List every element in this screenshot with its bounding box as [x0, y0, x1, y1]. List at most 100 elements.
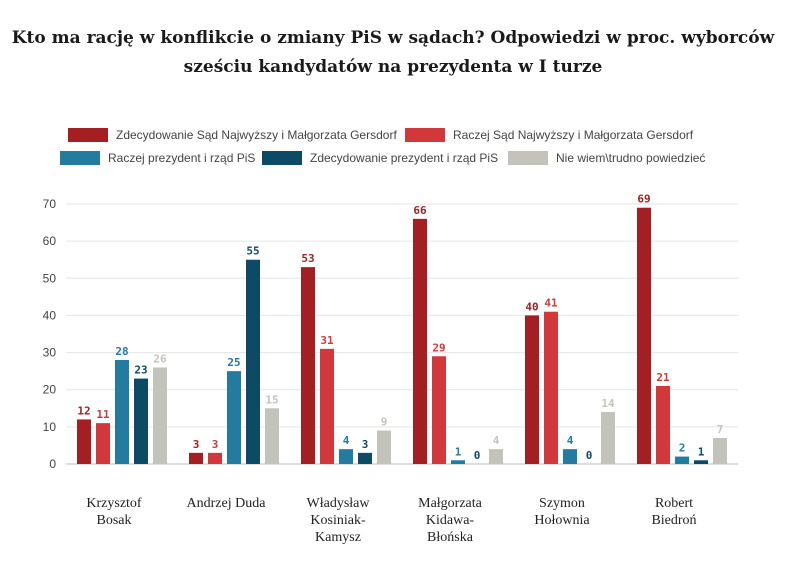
legend-label: Raczej prezydent i rząd PiS	[108, 151, 255, 165]
category-label: Szymon Hołownia	[534, 496, 590, 528]
y-tick-label: 0	[49, 457, 56, 471]
data-label: 1	[698, 445, 705, 458]
category-label: Krzysztof Bosak	[86, 496, 142, 528]
legend-swatch	[68, 128, 108, 142]
data-label: 4	[567, 434, 574, 447]
legend-label: Zdecydowanie prezydent i rząd PiS	[310, 151, 498, 165]
category-label-line: Kamysz	[315, 530, 361, 545]
gridlines	[66, 203, 738, 465]
data-label: 11	[96, 408, 110, 421]
category-label-line: Małgorzata	[418, 496, 483, 511]
data-label: 66	[413, 204, 427, 217]
data-label: 3	[212, 438, 219, 451]
data-label: 4	[343, 434, 350, 447]
bar	[432, 356, 446, 464]
bar	[339, 449, 353, 464]
chart-title-line-2: sześciu kandydatów na prezydenta w I tur…	[183, 57, 603, 77]
bar	[601, 412, 615, 464]
bar	[265, 408, 279, 464]
chart-title-line-1: Kto ma rację w konflikcie o zmiany PiS w…	[11, 28, 775, 48]
y-tick-label: 60	[43, 234, 57, 248]
bar	[246, 259, 260, 464]
data-label: 26	[153, 352, 167, 365]
bar	[675, 456, 689, 464]
bar	[377, 430, 391, 464]
chart-title: Kto ma rację w konflikcie o zmiany PiS w…	[0, 24, 786, 82]
bar	[694, 460, 708, 464]
category-label: Małgorzata Kidawa- Błońska	[418, 496, 483, 545]
y-tick-label: 10	[43, 420, 57, 434]
category-label-line: Bosak	[97, 513, 132, 528]
data-label: 0	[474, 449, 481, 462]
y-tick-label: 20	[43, 383, 57, 397]
data-label: 12	[77, 404, 90, 417]
data-label: 15	[265, 393, 278, 406]
category-label-line: Błońska	[427, 530, 474, 545]
bar	[713, 438, 727, 464]
category-label: Władysław Kosiniak- Kamysz	[307, 496, 371, 545]
y-tick-label: 30	[43, 346, 57, 360]
bar	[637, 207, 651, 464]
data-label: 69	[637, 193, 650, 206]
bar	[134, 378, 148, 464]
bar	[301, 267, 315, 464]
category-label-line: Robert	[655, 496, 693, 511]
data-label: 55	[246, 245, 259, 258]
bar	[115, 360, 129, 464]
legend-label: Raczej Sąd Najwyższy i Małgorzata Gersdo…	[453, 128, 694, 142]
data-label: 0	[586, 449, 593, 462]
y-axis: 0 10 20 30 40 50 60 70	[43, 197, 57, 471]
data-label: 40	[525, 300, 538, 313]
category-label-line: Kidawa-	[426, 513, 475, 528]
category-label-line: Biedroń	[651, 513, 696, 528]
bar	[77, 419, 91, 464]
category-label: Robert Biedroń	[651, 496, 696, 528]
bar	[544, 311, 558, 464]
bar	[489, 449, 503, 464]
data-label: 29	[432, 341, 445, 354]
y-tick-label: 50	[43, 271, 57, 285]
data-label: 21	[656, 371, 670, 384]
bar	[189, 452, 203, 464]
data-label: 7	[717, 423, 724, 436]
legend-swatch	[508, 151, 548, 165]
bar	[358, 452, 372, 464]
data-label: 3	[193, 438, 200, 451]
x-axis: Krzysztof Bosak Andrzej Duda Władysław Kosin…	[86, 496, 696, 545]
data-label: 53	[301, 252, 314, 265]
y-tick-label: 40	[43, 308, 57, 322]
data-label: 4	[493, 434, 500, 447]
legend-swatch	[405, 128, 445, 142]
bar	[413, 218, 427, 464]
bar	[227, 371, 241, 464]
bar	[656, 386, 670, 464]
data-label: 23	[134, 364, 147, 377]
bar	[451, 460, 465, 464]
data-label: 41	[544, 297, 558, 310]
data-label: 28	[115, 345, 128, 358]
y-tick-label: 70	[43, 197, 57, 211]
category-label-line: Szymon	[539, 496, 585, 511]
legend-swatch	[60, 151, 100, 165]
data-label: 14	[601, 397, 615, 410]
bar	[525, 315, 539, 464]
bar	[96, 423, 110, 464]
data-label: 2	[679, 442, 686, 455]
bar	[320, 348, 334, 464]
bars	[77, 207, 727, 464]
data-label: 3	[362, 438, 369, 451]
category-label-line: Andrzej Duda	[187, 496, 267, 511]
category-label: Andrzej Duda	[187, 496, 267, 511]
data-label: 25	[227, 356, 240, 369]
bar	[153, 367, 167, 464]
legend-label: Zdecydowanie Sąd Najwyższy i Małgorzata …	[116, 128, 397, 142]
legend-swatch	[262, 151, 302, 165]
bar	[208, 452, 222, 464]
data-label: 9	[381, 416, 388, 429]
category-label-line: Kosiniak-	[310, 513, 366, 528]
bar	[563, 449, 577, 464]
data-label: 1	[455, 445, 462, 458]
category-label-line: Krzysztof	[86, 496, 142, 511]
